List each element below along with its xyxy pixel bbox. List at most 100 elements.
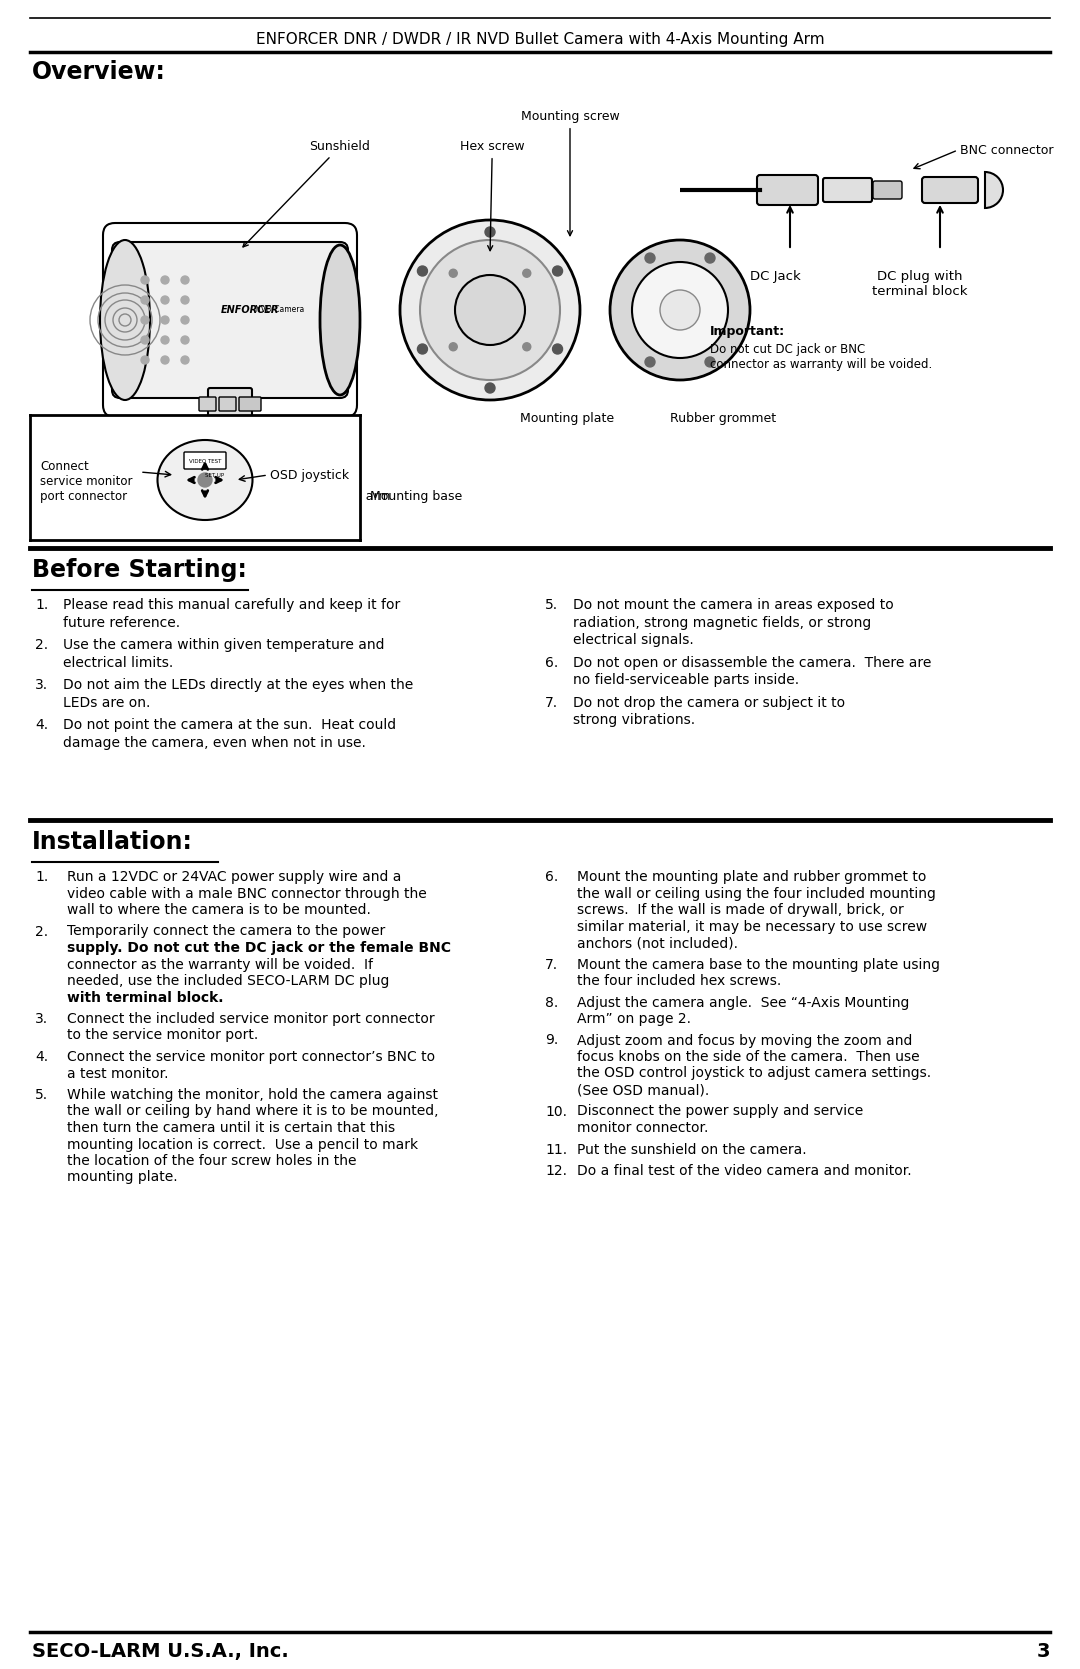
Text: 4.: 4. xyxy=(35,718,49,733)
Circle shape xyxy=(141,315,149,324)
Text: Rubber grommet: Rubber grommet xyxy=(670,412,777,426)
Text: 10.: 10. xyxy=(545,1105,567,1118)
Text: Arm” on page 2.: Arm” on page 2. xyxy=(577,1011,691,1026)
Text: the four included hex screws.: the four included hex screws. xyxy=(577,975,781,988)
Text: mounting location is correct.  Use a pencil to mark: mounting location is correct. Use a penc… xyxy=(67,1138,418,1152)
Circle shape xyxy=(449,342,457,350)
Text: focus knobs on the side of the camera.  Then use: focus knobs on the side of the camera. T… xyxy=(577,1050,920,1065)
Text: (See OSD manual).: (See OSD manual). xyxy=(577,1083,710,1097)
Text: Before Starting:: Before Starting: xyxy=(32,557,247,582)
Text: SET UP: SET UP xyxy=(205,472,225,477)
Text: future reference.: future reference. xyxy=(63,616,180,629)
Circle shape xyxy=(141,355,149,364)
Text: 5.: 5. xyxy=(545,598,558,613)
Text: ENFORCER: ENFORCER xyxy=(220,305,280,315)
Circle shape xyxy=(181,355,189,364)
Text: 4.: 4. xyxy=(35,1050,49,1065)
Circle shape xyxy=(161,295,168,304)
Text: the location of the four screw holes in the: the location of the four screw holes in … xyxy=(67,1153,356,1168)
Text: Disconnect the power supply and service: Disconnect the power supply and service xyxy=(577,1105,863,1118)
Text: the wall or ceiling using the four included mounting: the wall or ceiling using the four inclu… xyxy=(577,886,936,901)
Text: OSD joystick: OSD joystick xyxy=(270,469,349,481)
Text: Do not aim the LEDs directly at the eyes when the: Do not aim the LEDs directly at the eyes… xyxy=(63,678,414,693)
Text: no field-serviceable parts inside.: no field-serviceable parts inside. xyxy=(573,673,799,688)
Text: a test monitor.: a test monitor. xyxy=(67,1066,168,1080)
FancyBboxPatch shape xyxy=(757,175,818,205)
Text: Connect the service monitor port connector’s BNC to: Connect the service monitor port connect… xyxy=(67,1050,435,1065)
Text: electrical limits.: electrical limits. xyxy=(63,656,173,669)
Text: Focus: Focus xyxy=(132,491,167,502)
Text: needed, use the included SECO-LARM DC plug: needed, use the included SECO-LARM DC pl… xyxy=(67,975,390,988)
Circle shape xyxy=(141,275,149,284)
Circle shape xyxy=(455,275,525,345)
Text: 5.: 5. xyxy=(35,1088,49,1102)
Circle shape xyxy=(161,355,168,364)
Text: supply. Do not cut the DC jack or the female BNC: supply. Do not cut the DC jack or the fe… xyxy=(67,941,451,955)
Text: Zoom: Zoom xyxy=(177,491,213,502)
Ellipse shape xyxy=(158,441,253,521)
Circle shape xyxy=(553,265,563,275)
Text: with terminal block.: with terminal block. xyxy=(67,990,224,1005)
Text: 8.: 8. xyxy=(545,995,558,1010)
Text: video cable with a male BNC connector through the: video cable with a male BNC connector th… xyxy=(67,886,427,901)
Circle shape xyxy=(181,315,189,324)
Text: Installation:: Installation: xyxy=(32,829,193,855)
Text: 4-Axis mounting arm: 4-Axis mounting arm xyxy=(260,491,391,502)
Ellipse shape xyxy=(320,245,360,396)
Text: mounting plate.: mounting plate. xyxy=(67,1170,177,1185)
Text: LEDs are on.: LEDs are on. xyxy=(63,696,150,709)
Text: Hex screw: Hex screw xyxy=(460,140,525,250)
FancyBboxPatch shape xyxy=(823,179,872,202)
Text: 12.: 12. xyxy=(545,1163,567,1178)
Text: VIDEO TEST: VIDEO TEST xyxy=(189,459,221,464)
Circle shape xyxy=(181,275,189,284)
Text: 3.: 3. xyxy=(35,1011,49,1026)
Circle shape xyxy=(705,254,715,264)
Text: similar material, it may be necessary to use screw: similar material, it may be necessary to… xyxy=(577,920,927,933)
Circle shape xyxy=(645,254,654,264)
Text: strong vibrations.: strong vibrations. xyxy=(573,713,696,728)
Text: Mount the mounting plate and rubber grommet to: Mount the mounting plate and rubber grom… xyxy=(577,870,927,885)
Circle shape xyxy=(141,335,149,344)
Text: Service
monitor port: Service monitor port xyxy=(195,491,274,517)
Text: 1.: 1. xyxy=(35,870,49,885)
Circle shape xyxy=(523,269,530,277)
Text: Overview:: Overview: xyxy=(32,60,166,83)
Text: Important:: Important: xyxy=(710,325,785,339)
Text: wall to where the camera is to be mounted.: wall to where the camera is to be mounte… xyxy=(67,903,370,916)
Text: Run a 12VDC or 24VAC power supply wire and a: Run a 12VDC or 24VAC power supply wire a… xyxy=(67,870,402,885)
Text: Mounting base: Mounting base xyxy=(370,491,462,502)
Text: Temporarily connect the camera to the power: Temporarily connect the camera to the po… xyxy=(67,925,386,938)
Text: Do a final test of the video camera and monitor.: Do a final test of the video camera and … xyxy=(577,1163,912,1178)
Circle shape xyxy=(161,335,168,344)
Text: damage the camera, even when not in use.: damage the camera, even when not in use. xyxy=(63,736,366,749)
Circle shape xyxy=(141,295,149,304)
Text: radiation, strong magnetic fields, or strong: radiation, strong magnetic fields, or st… xyxy=(573,616,872,629)
Circle shape xyxy=(161,315,168,324)
Text: electrical signals.: electrical signals. xyxy=(573,633,693,648)
Text: While watching the monitor, hold the camera against: While watching the monitor, hold the cam… xyxy=(67,1088,438,1102)
Text: to the service monitor port.: to the service monitor port. xyxy=(67,1028,258,1043)
Text: then turn the camera until it is certain that this: then turn the camera until it is certain… xyxy=(67,1122,395,1135)
Text: 2.: 2. xyxy=(35,638,49,653)
Text: DC plug with
terminal block: DC plug with terminal block xyxy=(873,270,968,299)
Circle shape xyxy=(645,357,654,367)
Text: Mount the camera base to the mounting plate using: Mount the camera base to the mounting pl… xyxy=(577,958,940,971)
Circle shape xyxy=(161,275,168,284)
FancyBboxPatch shape xyxy=(199,397,216,411)
Circle shape xyxy=(485,227,495,237)
Text: NVD Camera: NVD Camera xyxy=(255,305,305,314)
Text: 7.: 7. xyxy=(545,696,558,709)
Text: Connect the included service monitor port connector: Connect the included service monitor por… xyxy=(67,1011,434,1026)
Text: Do not open or disassemble the camera.  There are: Do not open or disassemble the camera. T… xyxy=(573,656,931,669)
FancyBboxPatch shape xyxy=(239,397,261,411)
Circle shape xyxy=(181,335,189,344)
Text: the wall or ceiling by hand where it is to be mounted,: the wall or ceiling by hand where it is … xyxy=(67,1105,438,1118)
FancyBboxPatch shape xyxy=(922,177,978,204)
Text: Do not drop the camera or subject it to: Do not drop the camera or subject it to xyxy=(573,696,846,709)
Text: 7.: 7. xyxy=(545,958,558,971)
Text: 6.: 6. xyxy=(545,656,558,669)
Circle shape xyxy=(400,220,580,401)
Text: 1.: 1. xyxy=(35,598,49,613)
Text: Use the camera within given temperature and: Use the camera within given temperature … xyxy=(63,638,384,653)
